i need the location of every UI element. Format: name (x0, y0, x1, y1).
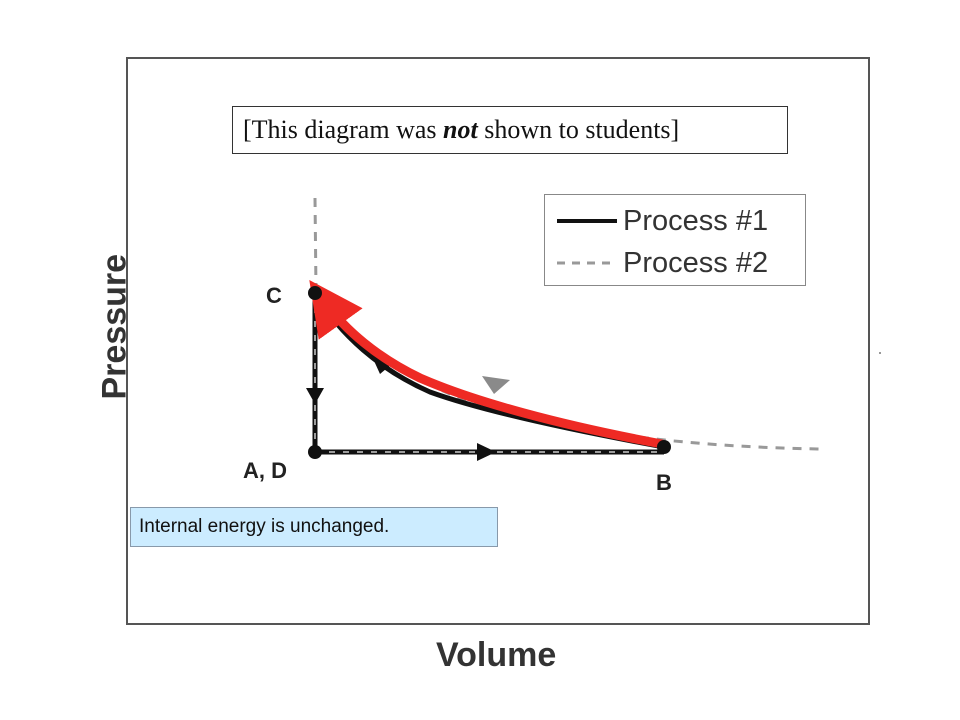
note-prefix: [This diagram was (243, 115, 444, 144)
point-ad-marker (308, 445, 322, 459)
down-arrowhead-icon (306, 388, 324, 404)
point-c-marker (308, 286, 322, 300)
process2-arrowhead-icon (482, 376, 510, 394)
point-c-label: C (266, 283, 282, 308)
dashed-line-swatch-icon (557, 261, 617, 265)
curve-arrowhead-icon (370, 352, 392, 374)
note-suffix: shown to students] (477, 115, 680, 144)
note-box: [This diagram was not shown to students] (232, 106, 788, 154)
legend: Process #1 Process #2 (544, 194, 806, 286)
note-emphasis: not (443, 115, 478, 144)
solid-line-swatch-icon (557, 219, 617, 223)
legend-label-process1: Process #1 (623, 205, 769, 237)
point-b-label: B (656, 470, 672, 495)
stray-dot (879, 352, 881, 354)
legend-label-process2: Process #2 (623, 247, 769, 279)
legend-item-process1: Process #1 (545, 201, 805, 241)
callout-box: Internal energy is unchanged. (130, 507, 498, 547)
point-b-marker (657, 440, 671, 454)
point-ad-label: A, D (243, 458, 287, 483)
x-axis-label: Volume (436, 636, 557, 674)
right-arrowhead-icon (477, 443, 496, 461)
y-axis-label: Pressure (95, 253, 134, 400)
legend-item-process2: Process #2 (545, 243, 805, 283)
highlight-arrow (309, 280, 667, 449)
